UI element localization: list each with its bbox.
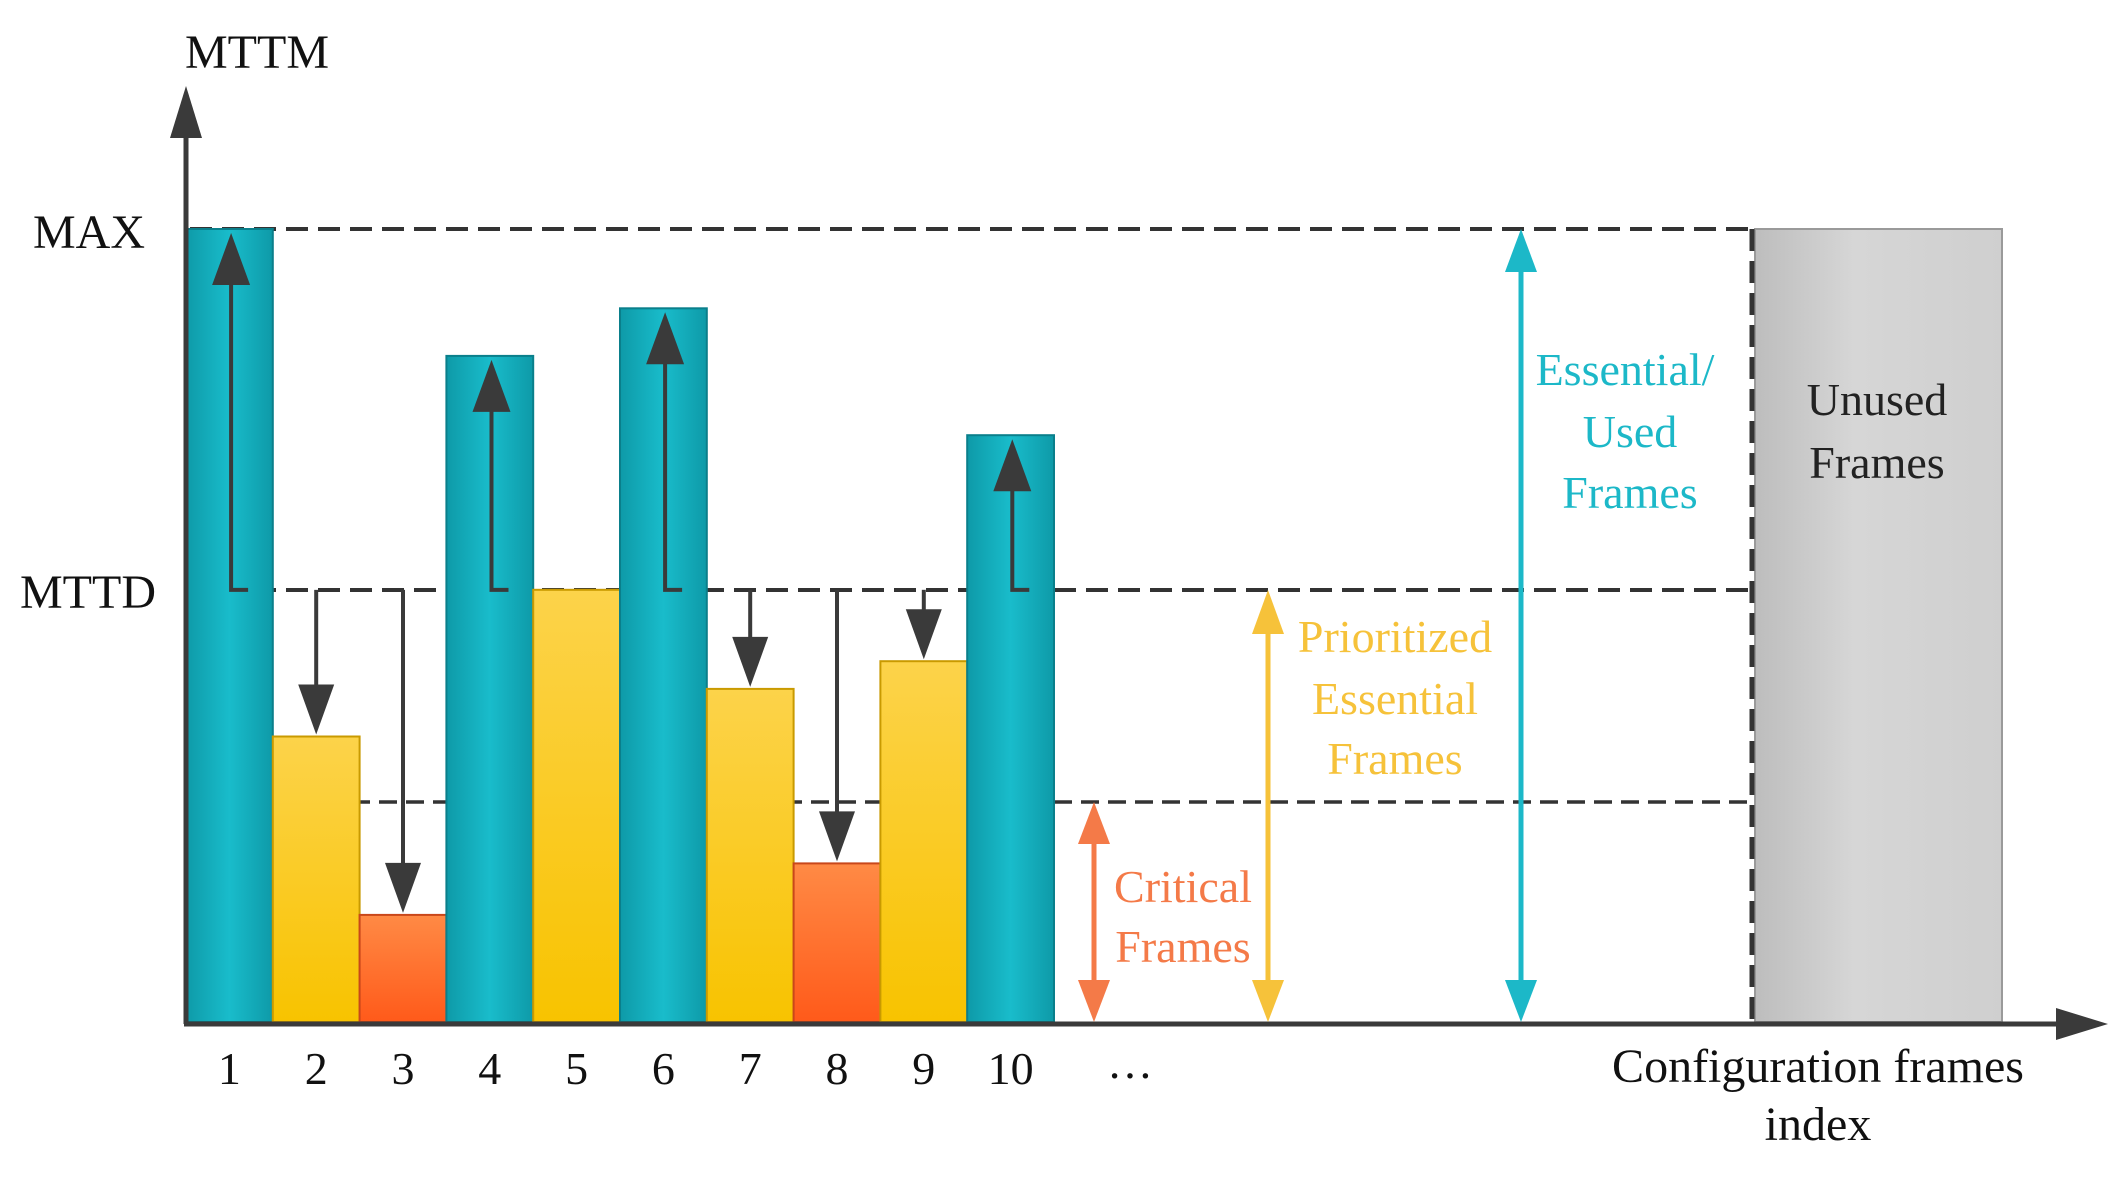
bars-group	[185, 228, 1056, 1024]
y-axis-title: MTTM	[185, 26, 329, 79]
arrow-down-head	[298, 684, 335, 735]
x-tick-label: 8	[826, 1043, 849, 1094]
bar-frame-7	[705, 687, 795, 1024]
prioritized-label-line1: Prioritized	[1298, 611, 1492, 662]
bar-frame-2	[271, 735, 361, 1023]
x-tick-label: 2	[305, 1043, 328, 1094]
essential-label-line3: Frames	[1562, 467, 1697, 518]
x-tick-label: 6	[652, 1043, 675, 1094]
bar-frame-8	[792, 862, 882, 1024]
x-tick-label: 4	[478, 1043, 501, 1094]
x-tick-labels: 1 2 3 4 5 6 7 8 9 10	[218, 1043, 1034, 1094]
bar-frame-9	[879, 660, 969, 1023]
bar-frame-3	[358, 913, 448, 1024]
prioritized-label-line2: Essential	[1312, 673, 1478, 724]
x-tick-label: 1	[218, 1043, 241, 1094]
x-axis-arrowhead	[2056, 1008, 2108, 1040]
essential-label-line1: Essential/	[1536, 344, 1715, 395]
critical-label-line1: Critical	[1114, 861, 1252, 912]
x-tick-label: 9	[912, 1043, 935, 1094]
critical-range-arrowhead-bottom	[1078, 980, 1110, 1022]
essential-range-arrowhead-top	[1505, 229, 1537, 272]
prioritized-range-arrowhead-top	[1252, 590, 1284, 634]
arrow-up-head	[993, 439, 1032, 492]
y-axis-arrowhead	[170, 86, 202, 138]
arrow-up	[663, 358, 683, 592]
bar-frame-5	[532, 588, 622, 1023]
arrows-group	[212, 233, 1032, 913]
arrow-up	[489, 405, 509, 592]
y-tick-max: MAX	[33, 206, 145, 259]
x-tick-label: 7	[739, 1043, 762, 1094]
critical-range-arrowhead-top	[1078, 802, 1110, 844]
y-tick-mttd: MTTD	[20, 566, 156, 619]
arrow-up	[229, 279, 249, 592]
prioritized-label-line3: Frames	[1327, 733, 1462, 784]
x-tick-label: 3	[392, 1043, 415, 1094]
x-tick-ellipsis: …	[1107, 1037, 1153, 1088]
unused-label-line2: Frames	[1809, 437, 1944, 488]
arrow-up-head	[472, 359, 511, 412]
arrow-up	[1010, 485, 1030, 592]
arrow-down-head	[905, 609, 942, 660]
arrow-down-head	[819, 811, 855, 862]
essential-range-arrowhead-bottom	[1505, 980, 1537, 1022]
arrow-down-head	[732, 636, 769, 687]
arrow-down-head	[385, 862, 421, 913]
x-axis-title-line1: Configuration frames	[1612, 1040, 2024, 1093]
critical-label-line2: Frames	[1115, 921, 1250, 972]
unused-label-line1: Unused	[1807, 374, 1948, 425]
x-tick-label: 10	[988, 1043, 1034, 1094]
x-tick-label: 5	[565, 1043, 588, 1094]
x-axis-title-line2: index	[1765, 1098, 1872, 1151]
prioritized-range-arrowhead-bottom	[1252, 980, 1284, 1022]
arrow-up-head	[212, 233, 251, 285]
unused-frames-block	[1754, 228, 2003, 1023]
arrow-up-head	[646, 312, 685, 365]
essential-label-line2: Used	[1583, 406, 1678, 457]
